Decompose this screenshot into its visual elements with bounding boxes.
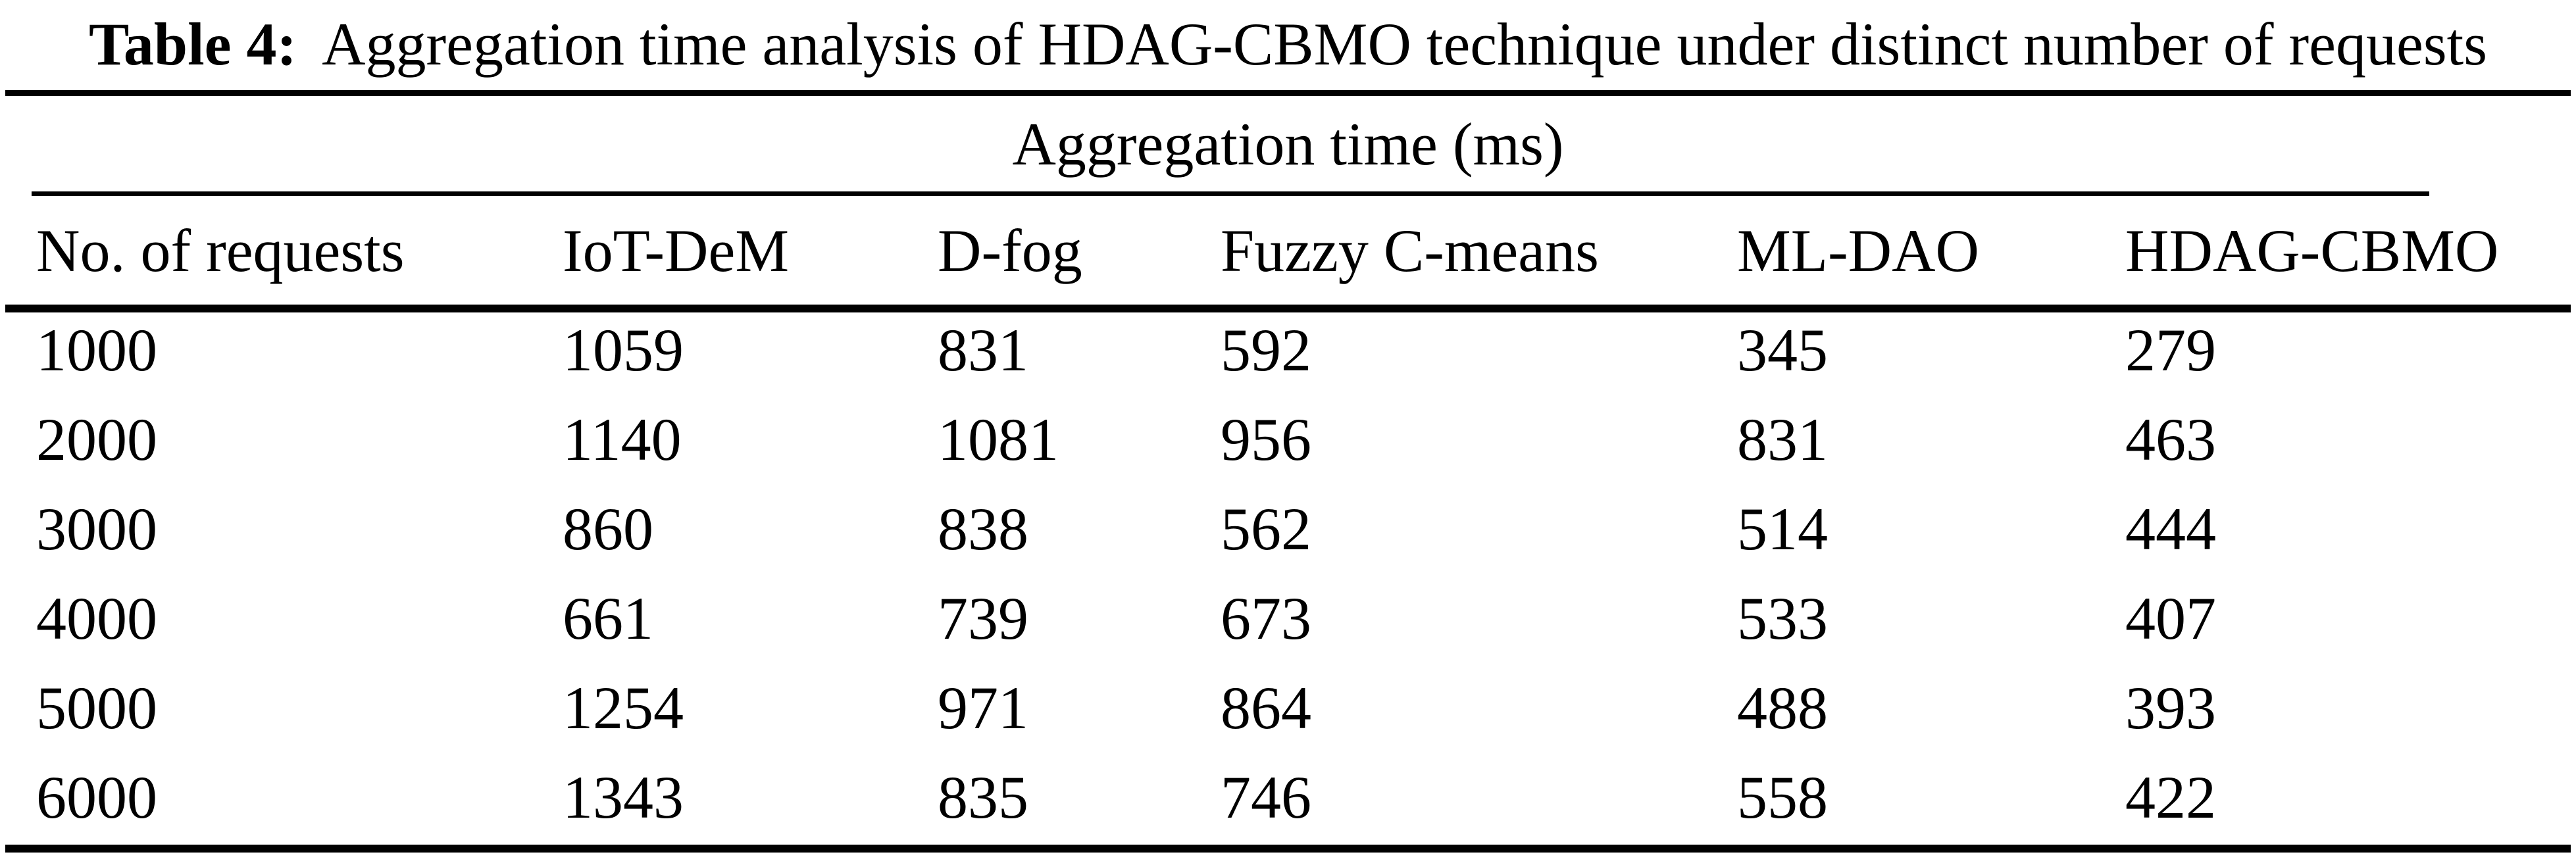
table-cell: 533 <box>1737 585 1828 652</box>
top-rule <box>5 90 2571 96</box>
table-cell: 463 <box>2125 406 2216 473</box>
table-cell: 558 <box>1737 764 1828 831</box>
table-cell: 279 <box>2125 316 2216 384</box>
table-row: 6000 1343 835 746 558 422 <box>0 753 2576 842</box>
table-cell: 1059 <box>563 316 684 384</box>
column-header-iot-dem: IoT-DeM <box>563 217 790 284</box>
table-cell: 407 <box>2125 585 2216 652</box>
table-cell: 860 <box>563 495 653 562</box>
table-cell: 971 <box>938 674 1028 741</box>
table-cell: 393 <box>2125 674 2216 741</box>
table-cell: 831 <box>1737 406 1828 473</box>
table-cell: 444 <box>2125 495 2216 562</box>
table-cell: 1254 <box>563 674 684 741</box>
table-row: 3000 860 838 562 514 444 <box>0 484 2576 574</box>
column-header-requests: No. of requests <box>36 217 405 284</box>
column-header-ml-dao: ML-DAO <box>1737 217 1979 284</box>
table-cell: 514 <box>1737 495 1828 562</box>
table-cell: 1140 <box>563 406 682 473</box>
header-row: No. of requests IoT-DeM D-fog Fuzzy C-me… <box>0 196 2576 305</box>
table-caption-label: Table 4: <box>88 11 297 78</box>
table-cell: 6000 <box>36 764 157 831</box>
table-cell: 3000 <box>36 495 157 562</box>
header-rule <box>5 305 2571 312</box>
table-cell: 835 <box>938 764 1028 831</box>
table-row: 2000 1140 1081 956 831 463 <box>0 395 2576 484</box>
table-row: 4000 661 739 673 533 407 <box>0 574 2576 663</box>
table-cell: 2000 <box>36 406 157 473</box>
column-header-hdag-cbmo: HDAG-CBMO <box>2125 217 2499 284</box>
table-row: 5000 1254 971 864 488 393 <box>0 663 2576 753</box>
table-cell: 746 <box>1221 764 1311 831</box>
table-cell: 673 <box>1221 585 1311 652</box>
table-caption-text: Aggregation time analysis of HDAG-CBMO t… <box>322 11 2487 78</box>
column-header-fuzzy-c-means: Fuzzy C-means <box>1221 217 1599 284</box>
table-cell: 1000 <box>36 316 157 384</box>
table-cell: 5000 <box>36 674 157 741</box>
bottom-rule <box>5 845 2571 853</box>
group-header: Aggregation time (ms) <box>1012 111 1564 178</box>
table-cell: 956 <box>1221 406 1311 473</box>
table-cell: 661 <box>563 585 653 652</box>
aggregation-time-table: No. of requests IoT-DeM D-fog Fuzzy C-me… <box>0 196 2576 842</box>
table-cell: 592 <box>1221 316 1311 384</box>
table-cell: 838 <box>938 495 1028 562</box>
table-cell: 1343 <box>563 764 684 831</box>
table-caption: Table 4: Aggregation time analysis of HD… <box>0 0 2576 88</box>
table-cell: 345 <box>1737 316 1828 384</box>
group-header-rule <box>32 191 2429 196</box>
table-cell: 562 <box>1221 495 1311 562</box>
table-cell: 488 <box>1737 674 1828 741</box>
table-cell: 4000 <box>36 585 157 652</box>
table-cell: 1081 <box>938 406 1059 473</box>
table-row: 1000 1059 831 592 345 279 <box>0 305 2576 395</box>
table-cell: 422 <box>2125 764 2216 831</box>
table-cell: 831 <box>938 316 1028 384</box>
table-cell: 864 <box>1221 674 1311 741</box>
column-header-d-fog: D-fog <box>938 217 1082 284</box>
table-cell: 739 <box>938 585 1028 652</box>
